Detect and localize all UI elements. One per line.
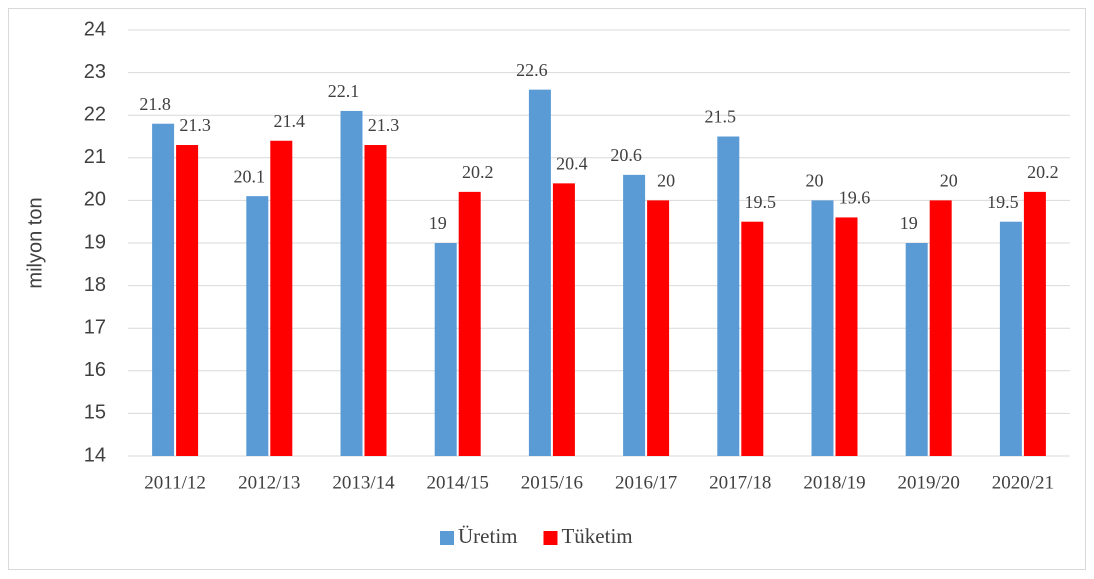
data-label: 21.3 bbox=[179, 115, 211, 135]
bar bbox=[246, 196, 269, 456]
y-axis-title: milyon ton bbox=[24, 197, 46, 288]
bar bbox=[623, 174, 646, 456]
data-label: 20 bbox=[806, 171, 824, 191]
data-label: 21.4 bbox=[274, 111, 306, 131]
x-tick-label: 2014/15 bbox=[427, 472, 489, 493]
data-label: 20.4 bbox=[556, 153, 588, 173]
y-tick-label: 18 bbox=[84, 274, 106, 296]
x-tick-label: 2019/20 bbox=[898, 472, 960, 493]
bar bbox=[647, 200, 670, 456]
x-tick-label: 2020/21 bbox=[992, 472, 1054, 493]
bar bbox=[929, 200, 952, 456]
bar bbox=[835, 217, 858, 456]
bar bbox=[905, 243, 928, 456]
y-tick-label: 15 bbox=[84, 402, 106, 424]
x-tick-label: 2018/19 bbox=[803, 472, 865, 493]
y-tick-label: 16 bbox=[84, 359, 106, 381]
data-label: 21.5 bbox=[705, 107, 737, 127]
data-label: 20 bbox=[940, 171, 958, 191]
legend-label: Üretim bbox=[458, 524, 517, 548]
bar bbox=[1023, 191, 1046, 456]
bar bbox=[717, 136, 740, 456]
data-label: 20.2 bbox=[462, 162, 494, 182]
data-label: 21.8 bbox=[139, 94, 171, 114]
legend-swatch bbox=[543, 531, 558, 545]
data-label: 20.1 bbox=[234, 166, 266, 186]
data-label: 21.3 bbox=[368, 115, 400, 135]
y-tick-label: 21 bbox=[84, 146, 106, 168]
x-tick-label: 2013/14 bbox=[332, 472, 395, 493]
y-tick-label: 22 bbox=[84, 103, 106, 125]
data-label: 22.6 bbox=[516, 60, 548, 80]
bar bbox=[340, 110, 363, 456]
y-tick-label: 24 bbox=[84, 18, 106, 40]
x-tick-label: 2016/17 bbox=[615, 472, 677, 493]
x-tick-label: 2012/13 bbox=[238, 472, 300, 493]
legend-swatch bbox=[440, 531, 454, 545]
x-tick-label: 2015/16 bbox=[521, 472, 583, 493]
x-tick-label: 2017/18 bbox=[709, 472, 771, 493]
data-label: 19 bbox=[900, 213, 918, 233]
bar bbox=[552, 183, 575, 457]
bar bbox=[458, 191, 481, 456]
data-label: 20.6 bbox=[610, 145, 642, 165]
y-tick-label: 20 bbox=[84, 189, 106, 211]
data-label: 22.1 bbox=[328, 81, 360, 101]
bar bbox=[528, 89, 551, 456]
bar bbox=[811, 200, 834, 456]
data-label: 19 bbox=[429, 213, 447, 233]
y-tick-label: 14 bbox=[84, 444, 106, 466]
data-label: 19.6 bbox=[839, 188, 871, 208]
y-tick-label: 19 bbox=[84, 231, 106, 253]
bar bbox=[364, 145, 387, 456]
bar bbox=[176, 145, 199, 456]
bar bbox=[434, 243, 457, 456]
bar bbox=[999, 221, 1022, 456]
y-tick-label: 23 bbox=[84, 61, 106, 83]
data-label: 19.5 bbox=[745, 192, 777, 212]
bar bbox=[270, 140, 293, 456]
bar bbox=[741, 221, 764, 456]
x-tick-label: 2011/12 bbox=[144, 472, 206, 493]
data-label: 20 bbox=[657, 171, 675, 191]
legend-label: Tüketim bbox=[561, 524, 632, 548]
y-tick-label: 17 bbox=[84, 316, 106, 338]
data-label: 19.5 bbox=[987, 192, 1019, 212]
data-label: 20.2 bbox=[1027, 162, 1059, 182]
bar bbox=[152, 123, 175, 456]
